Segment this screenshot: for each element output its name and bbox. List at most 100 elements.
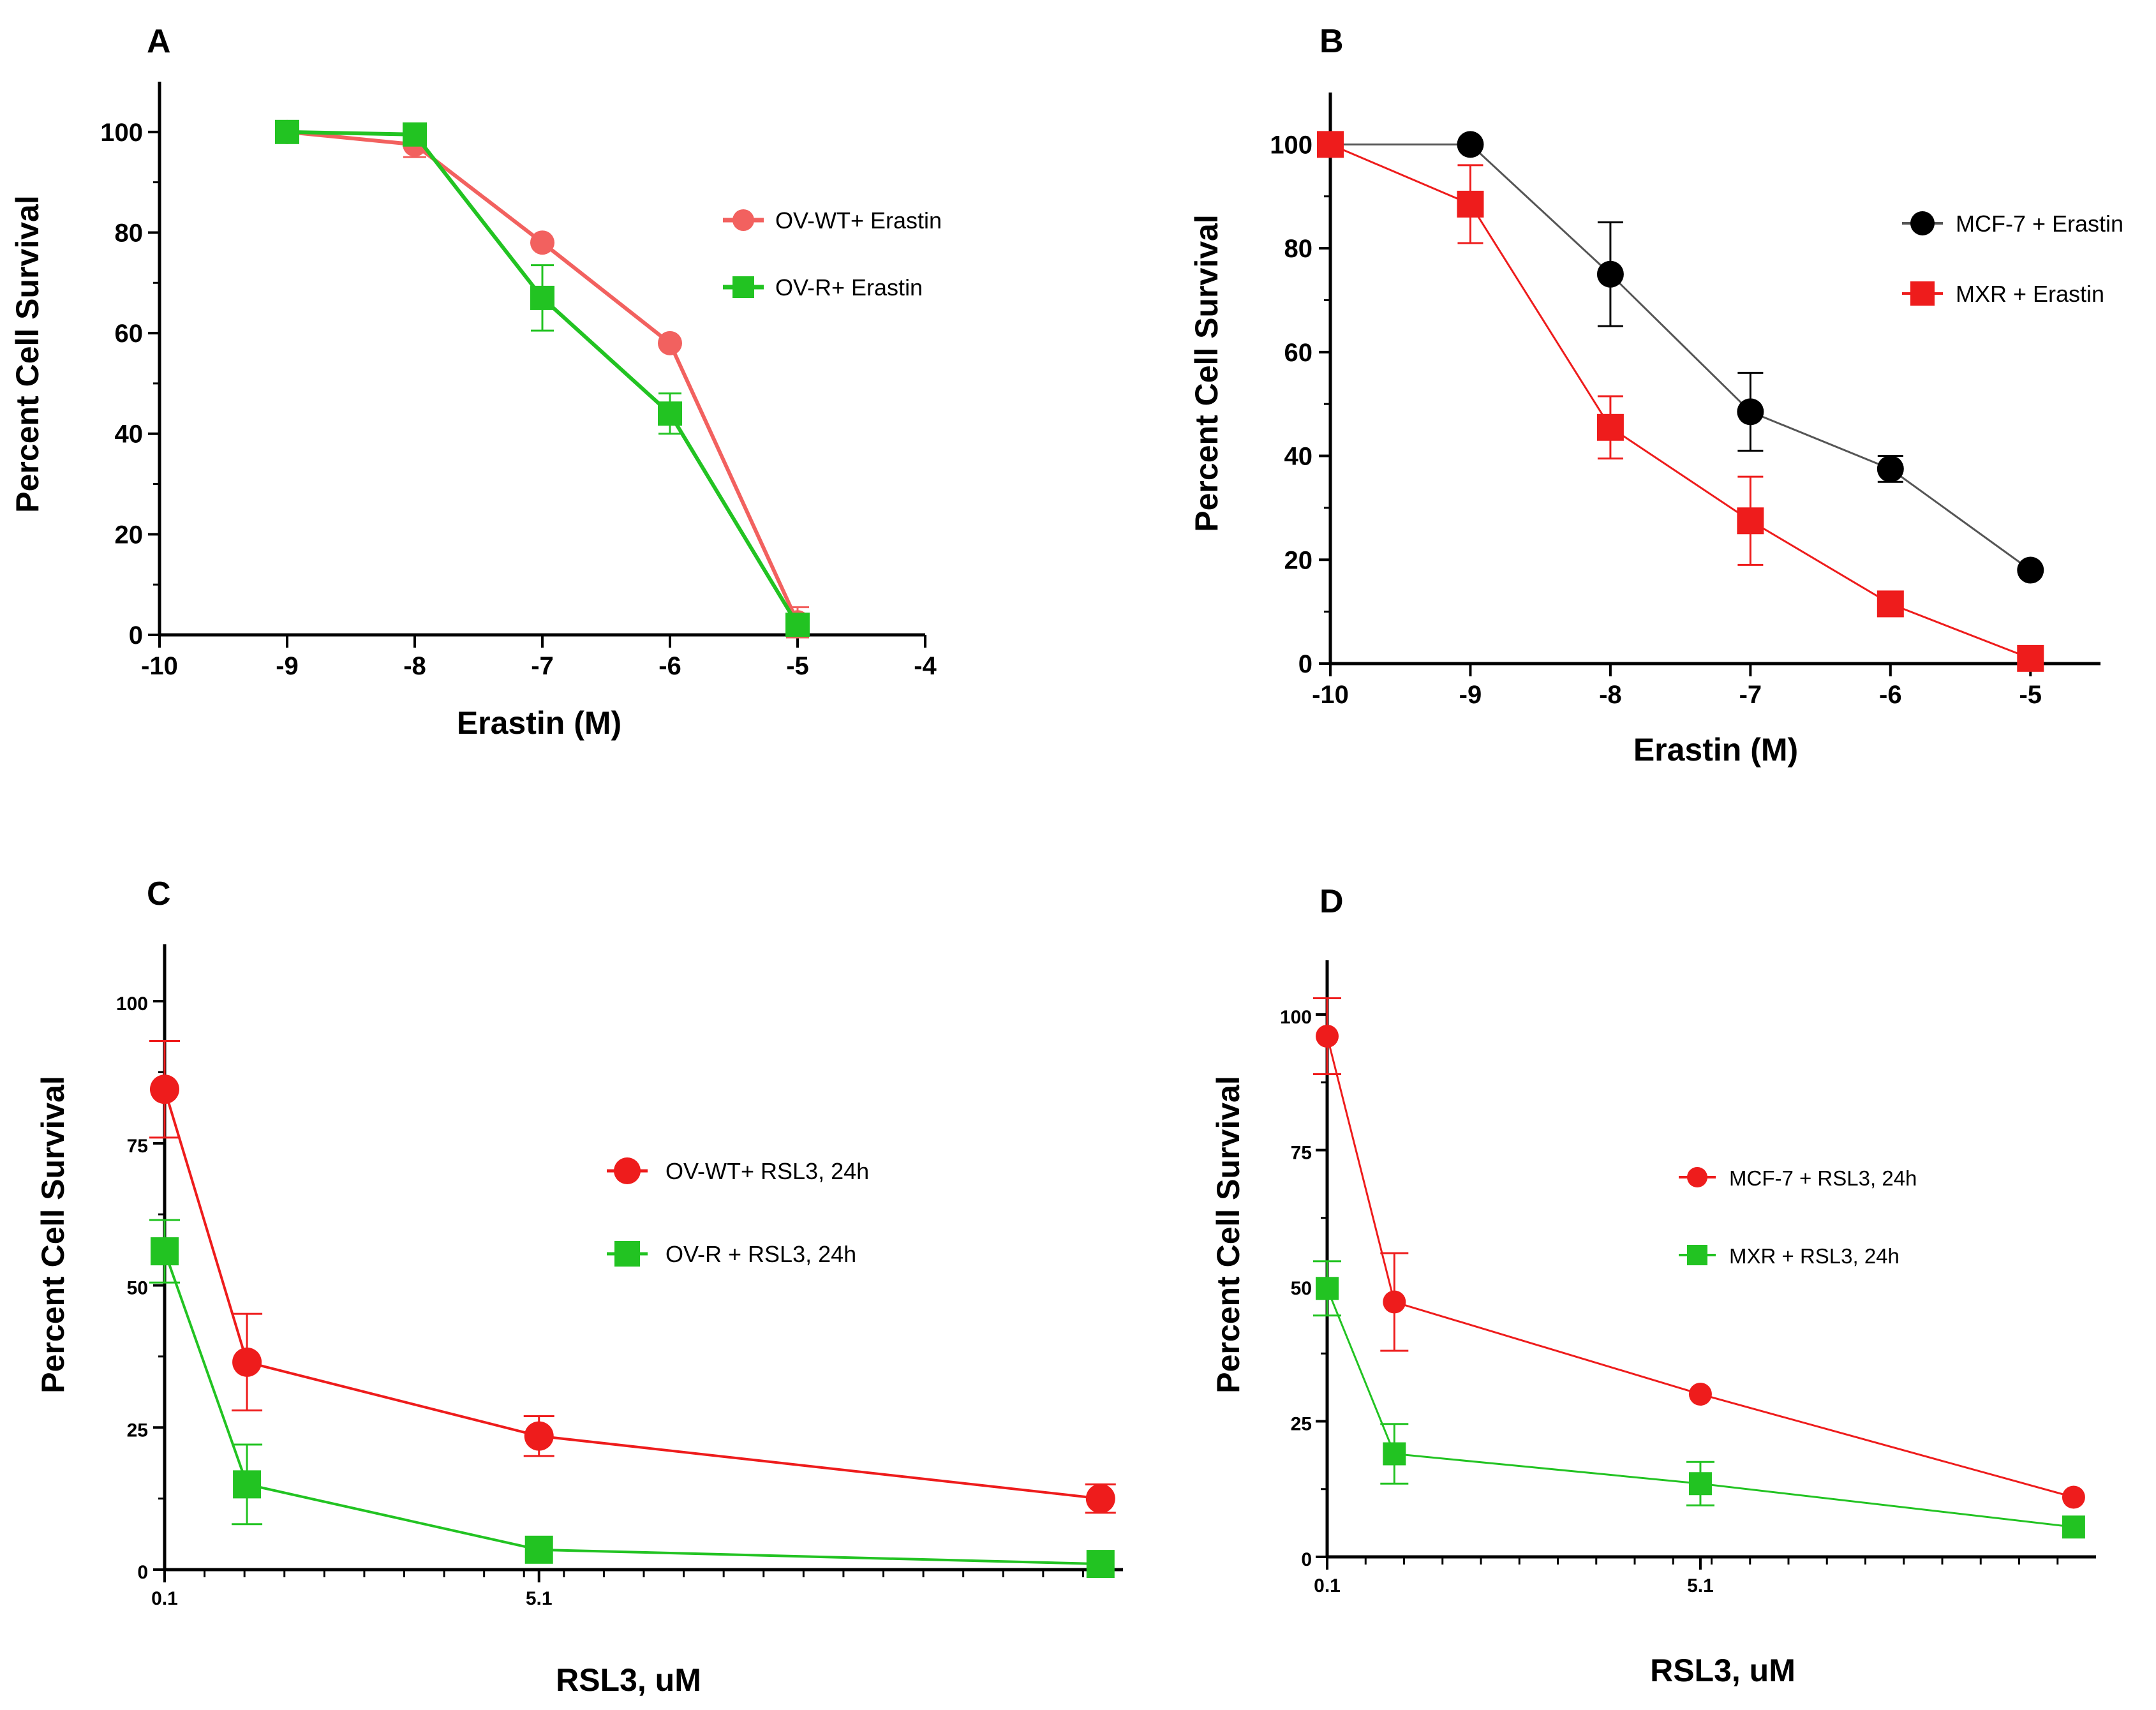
panel-a-series-1-line <box>286 130 799 623</box>
panel-b-legend-marker-1 <box>1910 211 1935 235</box>
panel-b-y-tick-label: 100 <box>1270 131 1312 159</box>
panel-a-x-tick-label: -10 <box>141 652 178 680</box>
panel-d-legend-label-2: MXR + RSL3, 24h <box>1729 1244 1900 1268</box>
panel-a-y-tick-label: 60 <box>115 320 144 348</box>
panel-a-letter: A <box>147 23 171 60</box>
panel-c-series-1-line <box>163 1089 1101 1500</box>
panel-c-plot-area: 0 25 50 75 100 0.1 5.1 OV-WT+ RSL3, 24h OV-R + R… <box>116 944 1123 1609</box>
panel-d-letter: D <box>1320 883 1344 920</box>
panel-a-x-tick-label: -8 <box>403 652 426 680</box>
panel-a-x-tick-label: -5 <box>786 652 809 680</box>
panel-b-series-2-point <box>1877 590 1904 618</box>
panel-a-legend-marker-1 <box>732 209 754 231</box>
panel-b-plot-area: 0 20 40 60 80 100 -10 -9 -8 -7 -6 -5 MCF-7 + Erastin… <box>1270 93 2123 709</box>
panel-b-y-tick-label: 60 <box>1284 339 1313 367</box>
panel-c-x-tick-label: 5.1 <box>526 1588 553 1609</box>
panel-c-legend-label-1: OV-WT+ RSL3, 24h <box>665 1158 869 1184</box>
panel-a-plot-area: 0 20 40 60 80 100 -10 -9 -8 -7 -6 -5 -4 OV-WT+ Erasti… <box>100 82 942 680</box>
panel-c-series-1-point <box>150 1074 179 1104</box>
panel-d-y-tick-label: 100 <box>1280 1007 1312 1028</box>
panel-c-y-tick-label: 25 <box>127 1420 148 1441</box>
panel-b: B Percent Cell Survival Erastin (M) 0 20 4… <box>1189 23 2123 768</box>
panel-c-x-axis-title: RSL3, uM <box>556 1662 701 1698</box>
panel-a-x-tick-label: -4 <box>914 652 937 680</box>
panel-a-x-tick-label: -9 <box>276 652 299 680</box>
panel-b-x-tick-label: -7 <box>1739 681 1762 709</box>
panel-b-series-1-point <box>2017 556 2044 584</box>
panel-c-x-tick-label: 0.1 <box>151 1588 178 1609</box>
panel-d-legend-marker-2 <box>1687 1245 1707 1265</box>
panel-d-series-2-point <box>1316 1277 1339 1300</box>
panel-c-y-tick-label: 0 <box>137 1562 148 1583</box>
panel-b-x-tick-label: -6 <box>1879 681 1902 709</box>
panel-d-series-1-line <box>1326 1036 2074 1498</box>
panel-c-series-1-point <box>524 1421 554 1451</box>
panel-b-x-tick-label: -10 <box>1312 681 1349 709</box>
panel-a-legend-label-1: OV-WT+ Erastin <box>775 207 942 234</box>
panel-a-series-2-point <box>785 613 810 637</box>
panel-b-series-1-point <box>1596 260 1624 288</box>
panel-b-x-tick-label: -8 <box>1599 681 1622 709</box>
panel-b-legend-label-2: MXR + Erastin <box>1956 281 2104 307</box>
panel-b-legend-marker-2 <box>1910 281 1935 306</box>
panel-b-y-tick-label: 80 <box>1284 235 1313 263</box>
panel-a-x-tick-label: -6 <box>658 652 681 680</box>
panel-c-series-1-point <box>232 1347 262 1377</box>
panel-b-letter: B <box>1320 23 1344 60</box>
panel-a-series-2-point <box>530 285 554 310</box>
panel-d-series-2-line <box>1326 1288 2074 1528</box>
panel-b-y-axis-title: Percent Cell Survival <box>1189 214 1224 532</box>
panel-d-series-1-point <box>1688 1383 1712 1406</box>
panel-c-y-axis-title: Percent Cell Survival <box>35 1076 71 1393</box>
panel-d-plot-area: 0 25 50 75 100 0.1 5.1 MCF-7 + RSL3, 24h MXR + R… <box>1280 960 2096 1596</box>
panel-c-series-1-point <box>1085 1483 1115 1513</box>
panel-d-x-tick-label: 0.1 <box>1314 1575 1341 1596</box>
panel-a-series-2-point <box>658 401 682 426</box>
panel-a-series-2-point <box>275 119 299 144</box>
panel-d-y-tick-label: 0 <box>1301 1549 1312 1570</box>
panel-b-legend-label-1: MCF-7 + Erastin <box>1956 211 2123 237</box>
panel-d-y-tick-label: 75 <box>1291 1143 1312 1164</box>
panel-d: D Percent Cell Survival RSL3, uM 0 25 50 75… <box>1210 883 2096 1688</box>
panel-b-series-1-point <box>1457 131 1484 158</box>
panel-a-legend-marker-2 <box>732 276 754 298</box>
panel-a-legend-label-2: OV-R+ Erastin <box>775 274 923 301</box>
panel-b-y-tick-label: 20 <box>1284 546 1313 574</box>
panel-a: A Percent Cell Survival Erastin (M) 0 20 4… <box>10 23 942 741</box>
panel-d-y-tick-label: 50 <box>1291 1278 1312 1299</box>
panel-a-series-2-line <box>286 130 799 626</box>
panel-b-series-2-point <box>1317 131 1344 158</box>
panel-c-series-2-point <box>1086 1550 1115 1579</box>
panel-b-y-tick-label: 40 <box>1284 443 1313 471</box>
panel-d-series-2-point <box>1383 1442 1406 1466</box>
panel-b-series-2-point <box>2017 644 2044 672</box>
panel-b-x-tick-label: -9 <box>1459 681 1482 709</box>
panel-c-y-tick-label: 75 <box>127 1136 148 1157</box>
panel-a-series-1-point <box>658 331 682 355</box>
panel-d-legend-marker-1 <box>1687 1167 1707 1187</box>
panel-d-series-2-point <box>1688 1472 1712 1496</box>
panel-c-series-2-point <box>233 1470 262 1499</box>
panel-c-letter: C <box>147 875 171 912</box>
panel-d-x-tick-label: 5.1 <box>1687 1575 1714 1596</box>
panel-a-y-tick-label: 0 <box>129 621 143 650</box>
panel-b-series-2-line <box>1330 143 2031 660</box>
panel-b-series-2-point <box>1737 507 1764 535</box>
panel-d-y-axis-title: Percent Cell Survival <box>1210 1076 1246 1393</box>
panel-d-series-2-point <box>2062 1515 2085 1539</box>
panel-a-y-tick-label: 20 <box>115 521 144 549</box>
panel-d-series-1-point <box>1316 1025 1339 1048</box>
panel-c-y-tick-label: 100 <box>116 993 148 1015</box>
panel-b-x-tick-label: -5 <box>2019 681 2042 709</box>
panel-d-legend-label-1: MCF-7 + RSL3, 24h <box>1729 1166 1917 1190</box>
panel-c-series-2-line <box>163 1251 1101 1566</box>
panel-d-x-axis-title: RSL3, uM <box>1650 1653 1795 1688</box>
panel-d-series-1-point <box>2062 1485 2085 1509</box>
panel-c-legend-label-2: OV-R + RSL3, 24h <box>665 1241 856 1267</box>
panel-a-x-tick-label: -7 <box>531 652 554 680</box>
panel-d-series-1-point <box>1383 1290 1406 1314</box>
panel-c: C Percent Cell Survival RSL3, uM 0 25 50 75… <box>35 875 1123 1698</box>
panel-b-series-2-point <box>1457 190 1484 218</box>
panel-c-y-tick-label: 50 <box>127 1278 148 1299</box>
